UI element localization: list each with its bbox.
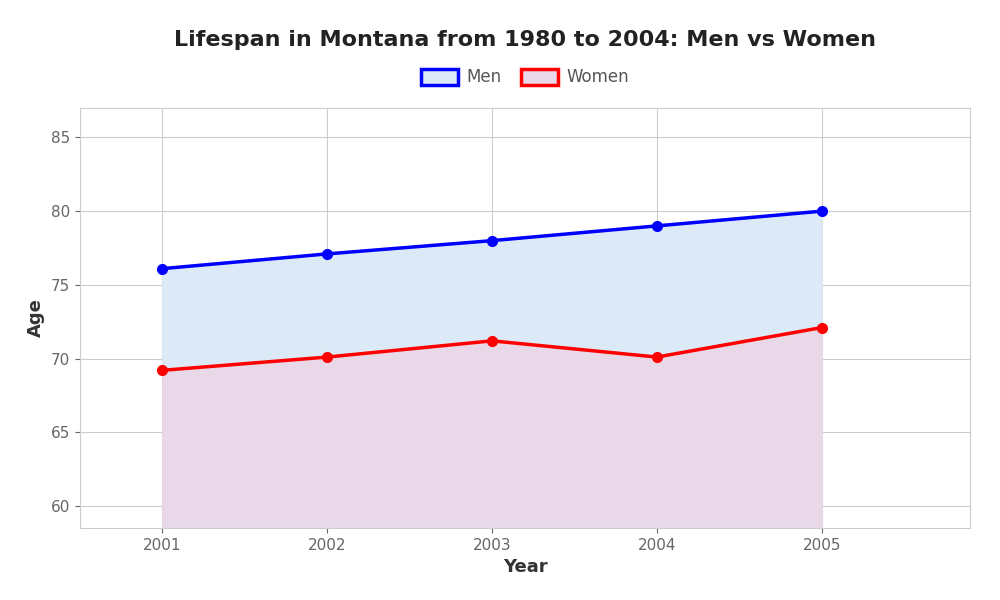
Title: Lifespan in Montana from 1980 to 2004: Men vs Women: Lifespan in Montana from 1980 to 2004: M… xyxy=(174,29,876,49)
X-axis label: Year: Year xyxy=(503,558,547,576)
Legend: Men, Women: Men, Women xyxy=(414,62,636,93)
Y-axis label: Age: Age xyxy=(27,299,45,337)
